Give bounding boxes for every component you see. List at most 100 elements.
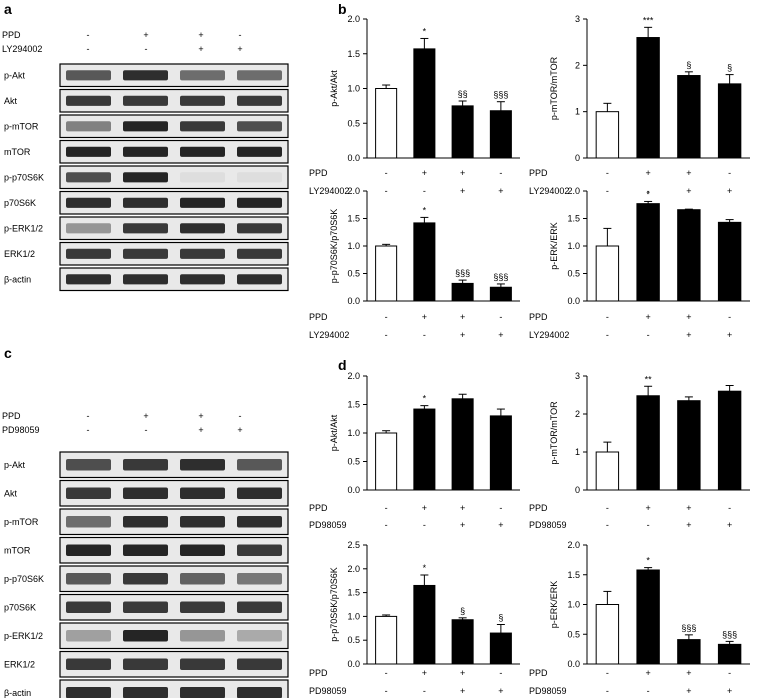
y-axis-label: p-mTOR/mTOR: [549, 56, 559, 120]
blot-condition-sign: -: [87, 411, 90, 421]
blot-panel-a: PPD - + + - LY294002 - - + + p-Akt Akt p-mTOR mTOR p-p…: [2, 30, 289, 292]
blot-band: [237, 630, 282, 642]
condition-sign: -: [606, 186, 609, 196]
condition-sign: -: [423, 686, 426, 696]
y-tick-label: 2: [575, 409, 580, 419]
condition-sign: +: [422, 168, 427, 178]
blot-condition-sign: +: [143, 411, 148, 421]
condition-sign: +: [686, 503, 691, 513]
significance-label: §§§: [493, 272, 508, 282]
blot-row-label: p70S6K: [4, 602, 36, 612]
condition-sign: +: [460, 503, 465, 513]
condition-label: PD98059: [309, 520, 347, 530]
significance-label: *: [646, 189, 650, 199]
bar: [677, 209, 701, 302]
bar: [489, 110, 512, 159]
blot-condition-sign: -: [145, 425, 148, 435]
blot-band: [66, 487, 111, 499]
blot-strip: [59, 63, 289, 88]
blot-row-label: ERK1/2: [4, 249, 35, 259]
y-axis-label: p-p70S6K/p70S6K: [329, 209, 339, 284]
condition-sign: +: [460, 330, 465, 340]
bar: [595, 451, 620, 491]
condition-sign: -: [606, 503, 609, 513]
panel-letter: d: [338, 357, 347, 373]
condition-label: PPD: [529, 503, 548, 513]
significance-label: *: [423, 26, 427, 36]
y-tick-label: 2.0: [347, 564, 360, 574]
bar: [717, 643, 742, 665]
blot-strip: [59, 190, 289, 215]
bar: [413, 222, 436, 302]
condition-label: PPD: [309, 312, 328, 322]
blot-band: [237, 487, 282, 499]
condition-sign: -: [499, 503, 502, 513]
y-tick-label: 1.5: [347, 588, 360, 598]
condition-label: PPD: [309, 503, 328, 513]
bar: [489, 286, 512, 302]
y-tick-label: 0.5: [347, 457, 360, 467]
bar: [451, 398, 474, 491]
condition-sign: +: [422, 312, 427, 322]
y-tick-label: 0.0: [567, 659, 580, 669]
condition-sign: +: [498, 686, 503, 696]
y-tick-label: 0.0: [347, 659, 360, 669]
condition-sign: +: [645, 668, 650, 678]
blot-band: [66, 146, 111, 157]
condition-sign: -: [385, 168, 388, 178]
condition-sign: -: [728, 312, 731, 322]
condition-sign: +: [645, 503, 650, 513]
blot-band: [66, 274, 111, 285]
blot-band: [237, 223, 282, 234]
y-tick-label: 0: [575, 153, 580, 163]
condition-sign: +: [686, 168, 691, 178]
blot-band: [180, 601, 225, 613]
bar-chart-b: 0.0 0.5 1.0 1.5 2.0 p-ERK/ERK * PPD - + + - LY294002…: [529, 186, 750, 340]
blot-band: [66, 70, 111, 81]
blot-band: [66, 630, 111, 642]
condition-label: PD98059: [529, 686, 567, 696]
y-tick-label: 0.0: [567, 296, 580, 306]
blot-band: [123, 630, 168, 642]
blot-condition-label: PPD: [2, 30, 21, 40]
blot-strip: [59, 216, 289, 241]
condition-label: LY294002: [309, 330, 349, 340]
blot-strip: [59, 139, 289, 164]
panel-letter: b: [338, 1, 347, 17]
bar-chart-b: 0.00.51.01.52.0p-Akt/Akt*§§ §§§PPD - + + -LY2…: [309, 14, 520, 196]
blot-band: [180, 573, 225, 585]
condition-sign: -: [606, 168, 609, 178]
bar: [375, 245, 398, 302]
y-tick-label: 1.5: [567, 214, 580, 224]
blot-band: [123, 146, 168, 157]
condition-sign: -: [606, 520, 609, 530]
blot-band: [123, 459, 168, 471]
bar: [677, 75, 701, 159]
condition-sign: -: [499, 668, 502, 678]
y-tick-label: 1: [575, 447, 580, 457]
y-tick-label: 0.0: [347, 296, 360, 306]
y-tick-label: 0.5: [567, 269, 580, 279]
panel-letter: c: [4, 345, 12, 361]
blot-row-label: ERK1/2: [4, 659, 35, 669]
blot-band: [66, 544, 111, 556]
condition-sign: -: [385, 330, 388, 340]
blot-band: [66, 248, 111, 259]
blot-condition-label: PPD: [2, 411, 21, 421]
blot-band: [180, 544, 225, 556]
blot-row-label: p-mTOR: [4, 517, 39, 527]
blot-band: [180, 630, 225, 642]
condition-sign: -: [385, 668, 388, 678]
significance-label: *: [646, 556, 650, 566]
significance-label: *: [423, 394, 427, 404]
blot-band: [180, 274, 225, 285]
y-tick-label: 1.5: [567, 570, 580, 580]
blot-condition-sign: +: [237, 44, 242, 54]
blot-row-label: p70S6K: [4, 198, 36, 208]
y-tick-label: 0.0: [347, 153, 360, 163]
blot-condition-sign: -: [87, 30, 90, 40]
bar: [413, 584, 436, 665]
condition-sign: +: [686, 520, 691, 530]
condition-sign: +: [686, 330, 691, 340]
bar-chart-d: 0.0 0.5 1.0 1.5 2.0 2.5 p-p70S6K/p70S6K * § § PPD -…: [309, 540, 520, 696]
